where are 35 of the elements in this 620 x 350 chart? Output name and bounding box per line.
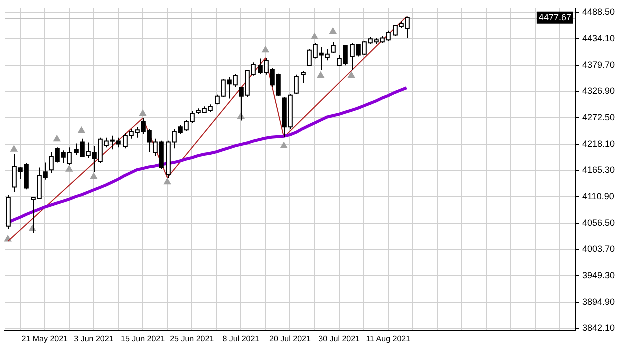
- point: [311, 33, 318, 40]
- x-tick-label: 11 Aug 2021: [366, 334, 412, 344]
- point: [262, 46, 270, 53]
- point: [54, 135, 61, 142]
- y-tick-label: 4379.70: [582, 60, 616, 70]
- y-tick-label: 3894.90: [582, 297, 616, 308]
- point: [348, 72, 356, 78]
- x-tick-label: 25 Jun 2021: [170, 334, 215, 344]
- y-tick-label: 4434.10: [582, 34, 616, 44]
- y-tick-label: 4488.50: [582, 7, 616, 18]
- y-tick-label: 4056.50: [582, 218, 616, 228]
- x-tick-label: 30 Jul 2021: [318, 334, 361, 344]
- y-tick-label: 4165.30: [582, 164, 616, 175]
- point: [10, 146, 18, 152]
- point: [139, 110, 147, 116]
- x-tick-label: 15 Jun 2021: [120, 334, 166, 344]
- y-tick-label: 4218.10: [582, 139, 616, 150]
- y-tick-label: 4003.70: [582, 244, 616, 254]
- ref-line-label: 4477.67: [538, 12, 572, 22]
- x-tick-label: 21 May 2021: [22, 334, 69, 344]
- point: [317, 72, 324, 78]
- point: [78, 127, 86, 134]
- point: [280, 142, 288, 148]
- y-tick-label: 4326.90: [582, 86, 616, 96]
- x-tick-label: 20 Jul 2021: [270, 334, 312, 344]
- point: [66, 166, 73, 172]
- point: [164, 178, 172, 185]
- point: [330, 28, 337, 34]
- y-tick-label: 3949.30: [582, 270, 616, 280]
- point: [90, 172, 98, 180]
- x-tick-label: 3 Jun 2021: [74, 334, 114, 344]
- y-tick-label: 4110.90: [582, 192, 614, 202]
- y-tick-label: 4272.50: [582, 112, 616, 123]
- y-tick-label: 3842.10: [582, 322, 616, 333]
- x-tick-label: 8 Jul 2021: [222, 334, 260, 344]
